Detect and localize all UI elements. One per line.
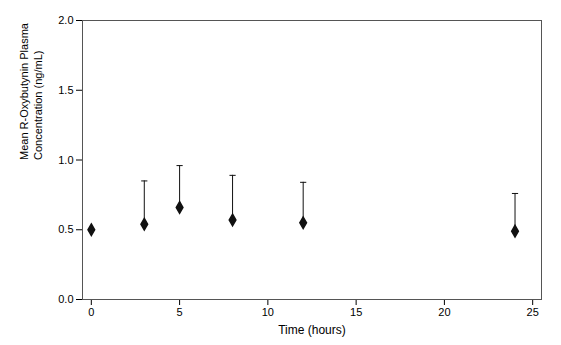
svg-text:0.5: 0.5: [58, 223, 73, 235]
svg-text:5: 5: [177, 306, 183, 318]
svg-text:Time (hours): Time (hours): [278, 323, 346, 337]
svg-text:2.0: 2.0: [58, 14, 73, 26]
svg-text:1.0: 1.0: [58, 154, 73, 166]
svg-text:25: 25: [527, 306, 539, 318]
svg-text:0.0: 0.0: [58, 293, 73, 305]
svg-text:1.5: 1.5: [58, 84, 73, 96]
svg-text:20: 20: [438, 306, 450, 318]
svg-text:Concentration (ng/mL): Concentration (ng/mL): [32, 51, 44, 160]
svg-text:0: 0: [88, 306, 94, 318]
svg-text:10: 10: [262, 306, 274, 318]
svg-text:Mean R-Oxybutynin Plasma: Mean R-Oxybutynin Plasma: [18, 22, 30, 160]
svg-text:15: 15: [350, 306, 362, 318]
